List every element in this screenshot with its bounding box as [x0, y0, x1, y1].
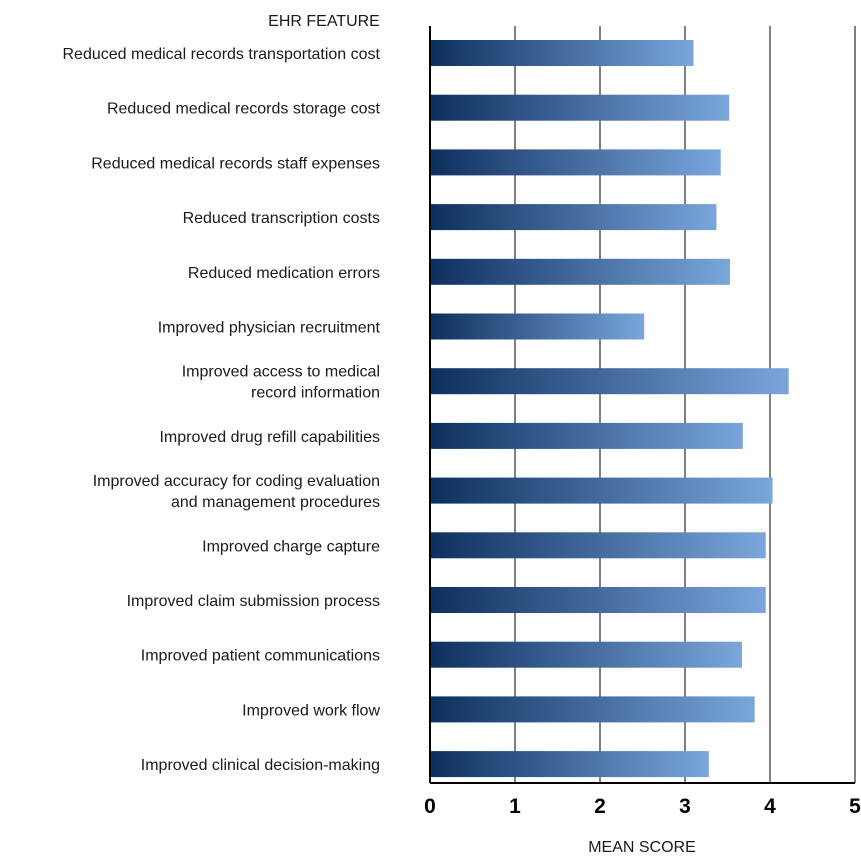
category-label-13: Improved work flow	[242, 702, 380, 719]
bar-12	[430, 641, 742, 668]
tick-label-5: 5	[849, 795, 861, 818]
category-label-4: Reduced transcription costs	[183, 210, 380, 227]
gridlines	[514, 26, 856, 783]
category-label-14: Improved clinical decision-making	[141, 757, 380, 774]
bar-3	[430, 149, 721, 176]
category-label-5: Reduced medication errors	[188, 265, 380, 282]
tick-label-3: 3	[679, 795, 691, 818]
category-label-6: Improved physician recruitment	[158, 320, 381, 337]
tick-label-2: 2	[594, 795, 606, 818]
bar-11	[430, 587, 766, 613]
category-label-2: Reduced medical records storage cost	[107, 101, 381, 118]
category-label-9: Improved accuracy for coding evaluation a…	[93, 473, 380, 511]
bar-10	[430, 532, 766, 559]
category-label-1: Reduced medical records transportation c…	[63, 46, 381, 63]
bar-6	[430, 313, 645, 340]
category-label-3: Reduced medical records staff expenses	[91, 155, 380, 172]
category-label-11: Improved claim submission process	[127, 593, 380, 610]
category-axis-title: EHR FEATURE	[268, 13, 380, 30]
value-axis-title: MEAN SCORE	[588, 839, 696, 856]
bar-1	[430, 40, 694, 66]
tick-label-4: 4	[764, 795, 776, 818]
tick-label-1: 1	[509, 795, 521, 818]
bar-4	[430, 204, 717, 231]
category-label-10: Improved charge capture	[202, 538, 380, 555]
bar-9	[430, 477, 773, 504]
bars	[430, 40, 789, 778]
category-label-12: Improved patient communications	[141, 648, 380, 665]
category-label-7: Improved access to medical record informa…	[182, 364, 380, 402]
tick-labels: 0 1 2 3 4 5	[424, 795, 861, 818]
axes	[429, 26, 855, 784]
bar-14	[430, 751, 709, 778]
bar-13	[430, 696, 755, 723]
category-label-8: Improved drug refill capabilities	[159, 429, 380, 446]
bar-8	[430, 422, 743, 449]
bar-7	[430, 368, 789, 395]
tick-label-0: 0	[424, 795, 436, 818]
category-labels: Reduced medical records transportation c…	[63, 46, 381, 774]
bar-2	[430, 94, 730, 121]
bar-5	[430, 258, 731, 285]
